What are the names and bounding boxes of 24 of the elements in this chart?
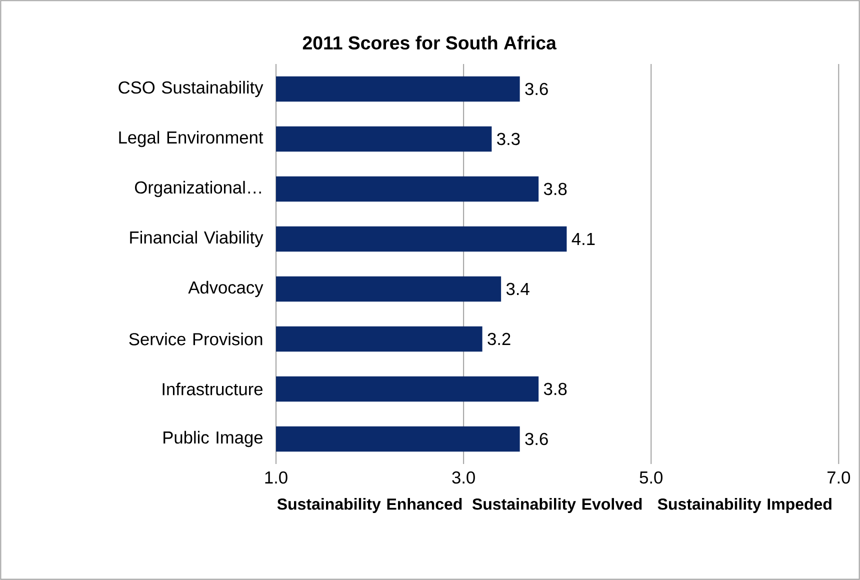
data-label: 3.2 [488, 332, 510, 346]
y-tick-label: Service Provision [129, 332, 262, 346]
x-tick-label: 1.0 [265, 471, 288, 484]
text: Sustainability Impeded [658, 498, 832, 513]
data-label: 3.8 [544, 382, 567, 396]
y-tick-label: Advocacy [188, 280, 264, 298]
text: Sustainability Evolved [472, 498, 642, 513]
y-tick-label: Organizational… [135, 180, 261, 198]
data-label: 3.6 [525, 432, 548, 446]
data-label: 3.3 [497, 132, 520, 146]
chart-title: 2011 Scores for South Africa [302, 36, 557, 50]
y-tick-label: Legal Environment [119, 130, 264, 148]
y-tick-label: Public Image [164, 430, 262, 448]
data-label: 3.6 [525, 82, 548, 96]
data-label: 3.4 [506, 282, 530, 296]
y-tick-label: CSO Sustainability [118, 80, 264, 98]
text: Sustainability Enhanced [277, 498, 462, 513]
x-tick-label: 5.0 [640, 471, 662, 484]
data-label: 4.1 [572, 233, 595, 245]
data-label: 3.8 [544, 182, 567, 196]
y-tick-label: Infrastructure [162, 382, 263, 396]
y-tick-label: Financial Viability [130, 230, 264, 248]
x-tick-label: 3.0 [452, 471, 475, 484]
x-tick-label: 7.0 [828, 471, 850, 484]
